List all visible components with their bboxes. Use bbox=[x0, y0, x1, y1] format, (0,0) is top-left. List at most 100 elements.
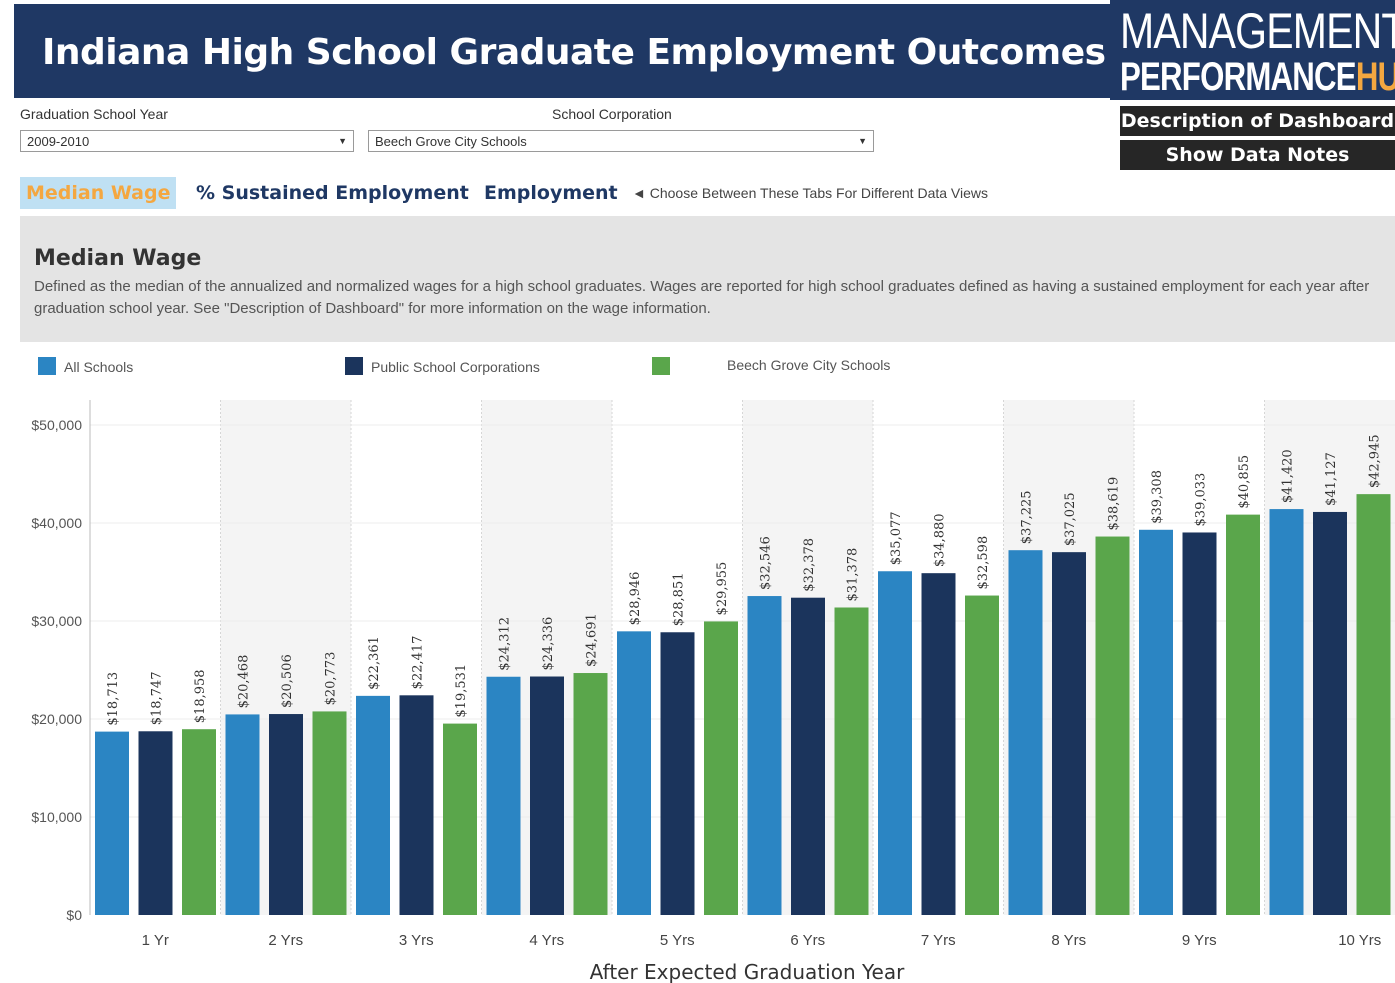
bar bbox=[965, 595, 999, 915]
description-of-dashboard-button[interactable]: Description of Dashboard bbox=[1120, 106, 1395, 136]
median-wage-bar-chart: $0 $10,000 $20,000 $30,000 $40,000 $50,000 $18… bbox=[31, 400, 1395, 983]
description-panel: Median Wage Defined as the median of the… bbox=[20, 216, 1395, 342]
x-tick-label: 7 Yrs bbox=[921, 932, 956, 949]
legend-label-public-school-corporations: Public School Corporations bbox=[371, 359, 540, 375]
bar bbox=[486, 676, 521, 915]
tab-hint: ◄ Choose Between These Tabs For Differen… bbox=[632, 185, 988, 201]
x-tick-label: 5 Yrs bbox=[660, 932, 695, 949]
y-tick-label: $50,000 bbox=[31, 417, 82, 433]
x-tick-label: 4 Yrs bbox=[529, 932, 564, 949]
data-label: $24,312 bbox=[498, 617, 513, 671]
x-tick-label: 3 Yrs bbox=[399, 932, 434, 949]
bar bbox=[312, 711, 347, 915]
y-tick-label: $0 bbox=[66, 907, 82, 923]
data-label: $20,468 bbox=[237, 655, 252, 709]
x-tick-label: 9 Yrs bbox=[1182, 932, 1217, 949]
data-label: $38,619 bbox=[1107, 477, 1122, 531]
data-label: $19,531 bbox=[454, 664, 469, 718]
dashboard-header: Indiana High School Graduate Employment … bbox=[14, 4, 1110, 98]
x-tick-label: 2 Yrs bbox=[268, 932, 303, 949]
bar bbox=[573, 673, 608, 915]
tab-employment[interactable]: Employment bbox=[484, 182, 618, 204]
y-tick-label: $40,000 bbox=[31, 515, 82, 531]
data-label: $34,880 bbox=[933, 513, 948, 567]
logo-line-2: PERFORMANCEHUB bbox=[1120, 55, 1395, 100]
data-label: $22,361 bbox=[367, 636, 382, 690]
school-corporation-value: Beech Grove City Schools bbox=[375, 134, 527, 149]
legend-swatch-beech-grove bbox=[652, 357, 670, 375]
description-text: Defined as the median of the annualized … bbox=[34, 278, 1370, 317]
legend-swatch-all-schools bbox=[38, 357, 56, 375]
data-label: $18,958 bbox=[193, 669, 208, 723]
bar bbox=[1182, 532, 1217, 915]
bar bbox=[95, 731, 129, 915]
x-tick-label: 6 Yrs bbox=[790, 932, 825, 949]
data-label: $28,946 bbox=[628, 572, 643, 626]
bar bbox=[1008, 550, 1043, 915]
graduation-year-select[interactable]: 2009-2010 ▼ bbox=[20, 130, 354, 152]
data-label: $24,691 bbox=[585, 613, 600, 667]
legend-swatch-public-school-corporations bbox=[345, 357, 363, 375]
bar bbox=[225, 714, 260, 915]
y-tick-label: $20,000 bbox=[31, 711, 82, 727]
data-label: $31,378 bbox=[846, 548, 861, 602]
bar bbox=[269, 714, 303, 915]
bar bbox=[1226, 514, 1260, 915]
data-label: $20,506 bbox=[280, 654, 295, 708]
bar bbox=[443, 723, 477, 915]
school-corporation-select[interactable]: Beech Grove City Schools ▼ bbox=[368, 130, 874, 152]
bar bbox=[617, 631, 651, 915]
bar bbox=[138, 731, 173, 915]
data-label: $20,773 bbox=[324, 652, 339, 706]
data-label: $22,417 bbox=[411, 636, 426, 690]
bar bbox=[878, 571, 912, 915]
x-tick-label: 10 Yrs bbox=[1338, 932, 1381, 949]
bar bbox=[791, 597, 825, 915]
bar bbox=[1139, 529, 1173, 915]
management-performance-hub-logo: MANAGEMENT PERFORMANCEHUB bbox=[1110, 0, 1395, 100]
data-label: $24,336 bbox=[541, 617, 556, 671]
school-corporation-label: School Corporation bbox=[552, 106, 672, 122]
legend-label-beech-grove: Beech Grove City Schools bbox=[727, 357, 891, 373]
data-label: $35,077 bbox=[889, 511, 904, 565]
chevron-down-icon: ▼ bbox=[338, 136, 347, 146]
y-tick-label: $30,000 bbox=[31, 613, 82, 629]
bar bbox=[1356, 494, 1391, 915]
bar bbox=[1052, 552, 1086, 915]
bar bbox=[356, 695, 390, 915]
data-label: $32,598 bbox=[976, 536, 991, 590]
bar bbox=[1095, 536, 1130, 915]
tab-hint-text: Choose Between These Tabs For Different … bbox=[649, 185, 989, 201]
chevron-down-icon: ▼ bbox=[858, 136, 867, 146]
data-label: $32,546 bbox=[759, 536, 774, 590]
legend-label-all-schools: All Schools bbox=[64, 359, 134, 375]
x-tick-label: 8 Yrs bbox=[1051, 932, 1086, 949]
bar bbox=[1313, 511, 1347, 915]
data-label: $41,127 bbox=[1324, 452, 1339, 506]
graduation-year-value: 2009-2010 bbox=[27, 134, 90, 149]
bar bbox=[182, 729, 216, 915]
y-tick-label: $10,000 bbox=[31, 809, 82, 825]
bar bbox=[660, 632, 695, 915]
data-label: $41,420 bbox=[1281, 449, 1296, 503]
bar bbox=[834, 607, 869, 915]
data-label: $39,308 bbox=[1150, 470, 1165, 524]
bar bbox=[530, 676, 564, 915]
data-label: $37,225 bbox=[1020, 490, 1035, 544]
data-label: $37,025 bbox=[1063, 492, 1078, 546]
dashboard-title: Indiana High School Graduate Employment … bbox=[42, 32, 1106, 73]
show-data-notes-button[interactable]: Show Data Notes bbox=[1120, 140, 1395, 170]
data-label: $42,945 bbox=[1368, 434, 1383, 488]
bar bbox=[1269, 509, 1304, 915]
data-label: $28,851 bbox=[672, 572, 687, 626]
data-label: $32,378 bbox=[802, 538, 817, 592]
bar bbox=[399, 695, 434, 915]
bar bbox=[704, 621, 738, 915]
data-label: $18,747 bbox=[150, 672, 165, 726]
bar bbox=[747, 596, 782, 915]
tab-median-wage[interactable]: Median Wage bbox=[20, 177, 177, 209]
logo-hub: HUB bbox=[1355, 55, 1395, 99]
bar bbox=[921, 573, 956, 915]
data-label: $40,855 bbox=[1237, 455, 1252, 509]
tab-sustained-employment[interactable]: % Sustained Employment bbox=[196, 182, 469, 204]
